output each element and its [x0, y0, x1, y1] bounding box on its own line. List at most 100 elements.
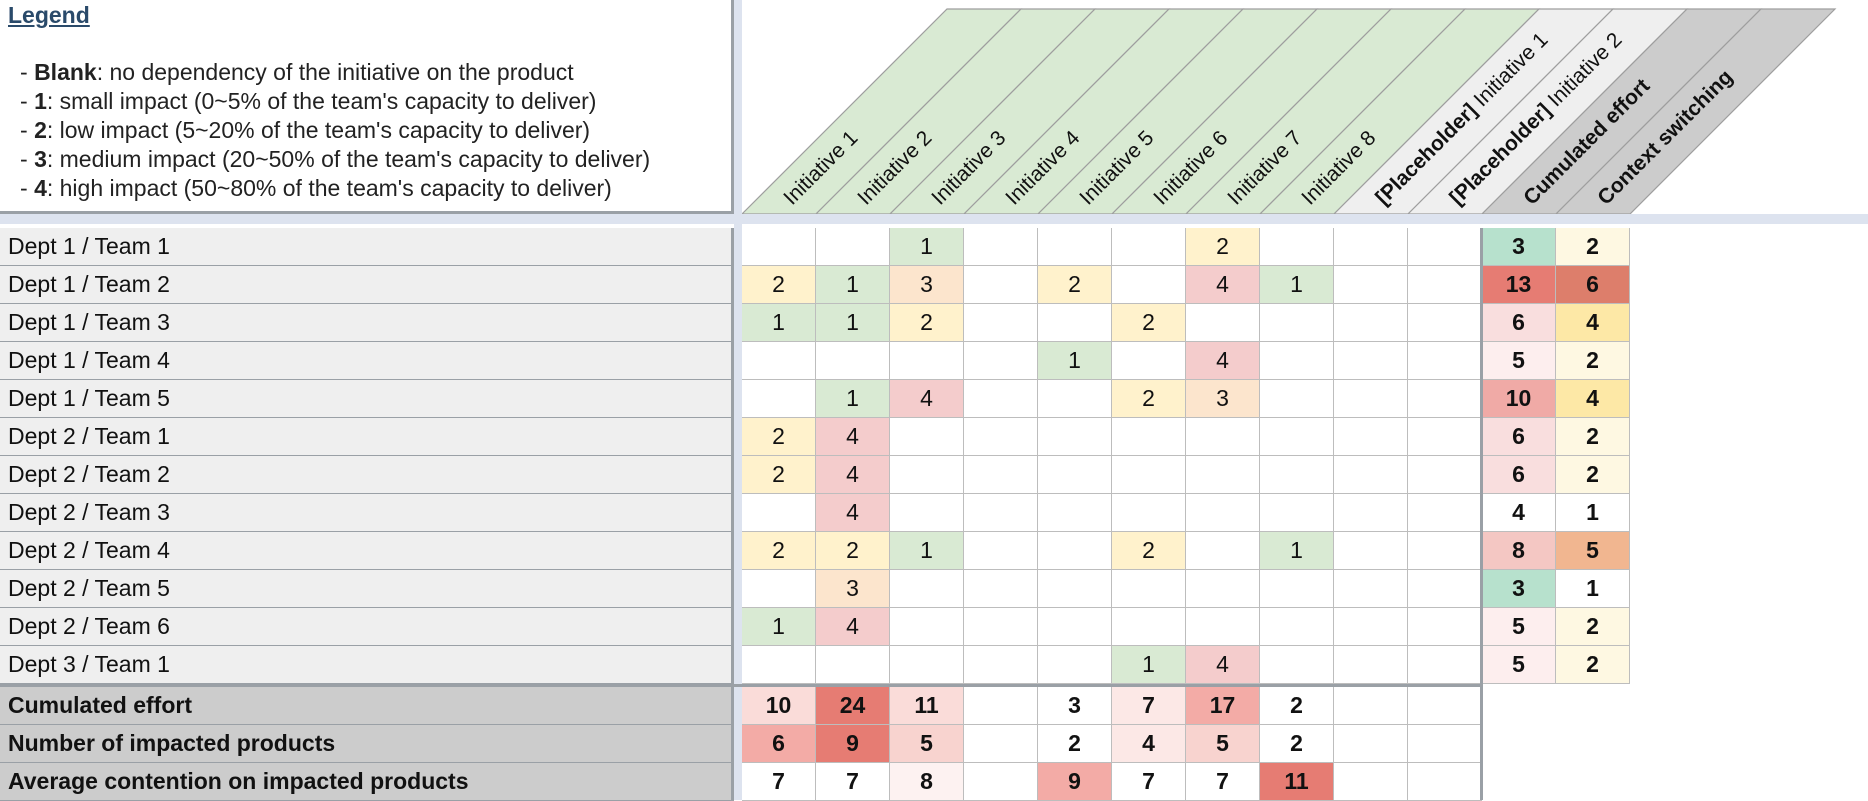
impact-cell[interactable] [1334, 380, 1408, 418]
impact-cell[interactable] [742, 228, 816, 266]
impact-cell[interactable] [816, 646, 890, 684]
impact-cell[interactable]: 4 [1186, 342, 1260, 380]
summary-cell[interactable]: 4 [1112, 725, 1186, 763]
impact-cell[interactable]: 1 [816, 266, 890, 304]
impact-cell[interactable] [964, 342, 1038, 380]
impact-cell[interactable] [1112, 456, 1186, 494]
impact-cell[interactable] [1334, 342, 1408, 380]
impact-cell[interactable]: 1 [816, 380, 890, 418]
impact-cell[interactable] [742, 570, 816, 608]
impact-cell[interactable] [1408, 342, 1482, 380]
impact-cell[interactable] [1038, 418, 1112, 456]
impact-cell[interactable]: 2 [742, 532, 816, 570]
impact-cell[interactable] [1186, 570, 1260, 608]
impact-cell[interactable] [890, 608, 964, 646]
impact-cell[interactable] [964, 380, 1038, 418]
impact-cell[interactable] [1112, 608, 1186, 646]
impact-cell[interactable]: 1 [742, 608, 816, 646]
impact-cell[interactable]: 3 [816, 570, 890, 608]
impact-cell[interactable] [964, 456, 1038, 494]
summary-cell[interactable]: 7 [1186, 763, 1260, 801]
summary-cell[interactable]: 11 [1260, 763, 1334, 801]
impact-cell[interactable]: 4 [1186, 266, 1260, 304]
impact-cell[interactable] [964, 304, 1038, 342]
impact-cell[interactable] [1334, 456, 1408, 494]
impact-cell[interactable] [1334, 418, 1408, 456]
impact-cell[interactable] [1408, 304, 1482, 342]
impact-cell[interactable] [1186, 532, 1260, 570]
impact-cell[interactable] [1408, 418, 1482, 456]
impact-cell[interactable] [1112, 570, 1186, 608]
cumulated-effort-cell[interactable]: 10 [1482, 380, 1556, 418]
impact-cell[interactable]: 1 [1260, 266, 1334, 304]
impact-cell[interactable] [1038, 494, 1112, 532]
impact-cell[interactable] [1408, 228, 1482, 266]
cumulated-effort-cell[interactable]: 5 [1482, 608, 1556, 646]
impact-cell[interactable] [1334, 608, 1408, 646]
impact-cell[interactable] [1186, 608, 1260, 646]
summary-cell[interactable] [1408, 687, 1482, 725]
cumulated-effort-cell[interactable]: 8 [1482, 532, 1556, 570]
impact-cell[interactable] [1408, 380, 1482, 418]
impact-cell[interactable] [1260, 608, 1334, 646]
impact-cell[interactable] [964, 608, 1038, 646]
impact-cell[interactable] [1038, 646, 1112, 684]
context-switching-cell[interactable]: 5 [1556, 532, 1630, 570]
row-label[interactable]: Dept 1 / Team 3 [0, 304, 734, 342]
row-label[interactable]: Dept 2 / Team 6 [0, 608, 734, 646]
row-label[interactable]: Dept 3 / Team 1 [0, 646, 734, 684]
impact-cell[interactable]: 4 [816, 608, 890, 646]
impact-cell[interactable] [742, 380, 816, 418]
impact-cell[interactable]: 1 [1112, 646, 1186, 684]
cumulated-effort-cell[interactable]: 6 [1482, 304, 1556, 342]
summary-cell[interactable] [964, 687, 1038, 725]
impact-cell[interactable] [890, 456, 964, 494]
context-switching-cell[interactable]: 6 [1556, 266, 1630, 304]
impact-cell[interactable]: 2 [1112, 532, 1186, 570]
summary-label[interactable]: Number of impacted products [0, 725, 734, 763]
impact-cell[interactable] [1186, 304, 1260, 342]
context-switching-cell[interactable]: 2 [1556, 228, 1630, 266]
summary-label[interactable]: Average contention on impacted products [0, 763, 734, 801]
cumulated-effort-cell[interactable]: 3 [1482, 570, 1556, 608]
impact-cell[interactable] [1260, 380, 1334, 418]
impact-cell[interactable] [1334, 228, 1408, 266]
impact-cell[interactable] [1334, 646, 1408, 684]
row-label[interactable]: Dept 2 / Team 1 [0, 418, 734, 456]
impact-cell[interactable] [890, 418, 964, 456]
cumulated-effort-cell[interactable]: 6 [1482, 456, 1556, 494]
impact-cell[interactable] [1334, 304, 1408, 342]
context-switching-cell[interactable]: 1 [1556, 494, 1630, 532]
summary-cell[interactable]: 24 [816, 687, 890, 725]
impact-cell[interactable]: 1 [816, 304, 890, 342]
impact-cell[interactable] [964, 418, 1038, 456]
impact-cell[interactable] [1408, 456, 1482, 494]
impact-cell[interactable] [1260, 494, 1334, 532]
cumulated-effort-cell[interactable]: 13 [1482, 266, 1556, 304]
impact-cell[interactable] [1038, 380, 1112, 418]
impact-cell[interactable] [1260, 570, 1334, 608]
row-label[interactable]: Dept 2 / Team 2 [0, 456, 734, 494]
impact-cell[interactable] [1260, 646, 1334, 684]
impact-cell[interactable] [1334, 532, 1408, 570]
impact-cell[interactable]: 4 [1186, 646, 1260, 684]
summary-cell[interactable] [1408, 725, 1482, 763]
cumulated-effort-cell[interactable]: 4 [1482, 494, 1556, 532]
impact-cell[interactable] [1260, 342, 1334, 380]
context-switching-cell[interactable]: 2 [1556, 342, 1630, 380]
summary-cell[interactable]: 5 [1186, 725, 1260, 763]
summary-label[interactable]: Cumulated effort [0, 687, 734, 725]
impact-cell[interactable] [964, 532, 1038, 570]
impact-cell[interactable] [964, 494, 1038, 532]
summary-cell[interactable]: 9 [1038, 763, 1112, 801]
context-switching-cell[interactable]: 2 [1556, 608, 1630, 646]
impact-cell[interactable] [1112, 266, 1186, 304]
summary-cell[interactable]: 10 [742, 687, 816, 725]
impact-cell[interactable]: 1 [1038, 342, 1112, 380]
row-label[interactable]: Dept 2 / Team 4 [0, 532, 734, 570]
summary-cell[interactable]: 11 [890, 687, 964, 725]
context-switching-cell[interactable]: 2 [1556, 456, 1630, 494]
impact-cell[interactable] [964, 570, 1038, 608]
impact-cell[interactable] [964, 646, 1038, 684]
impact-cell[interactable] [890, 494, 964, 532]
